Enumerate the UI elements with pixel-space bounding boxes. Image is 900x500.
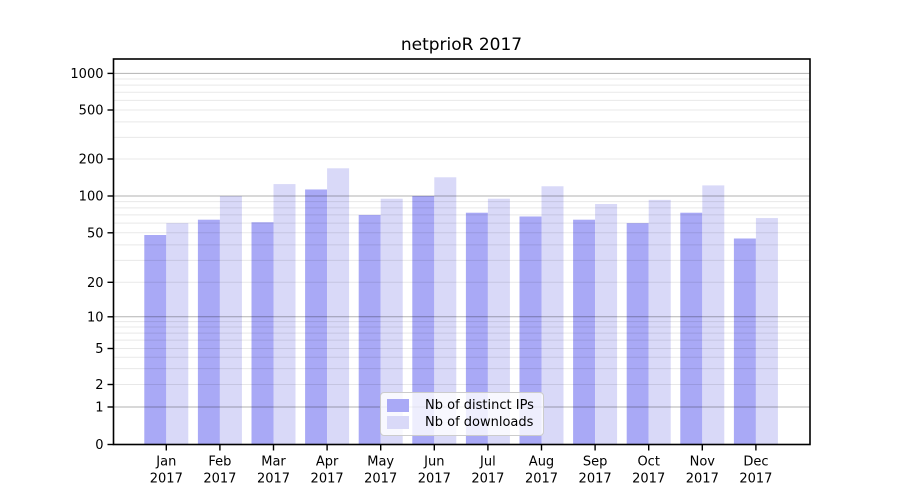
bar-distinct-ips-nov: [680, 212, 703, 445]
y-tick-label: 20: [87, 276, 104, 291]
plot-frame: [112, 58, 811, 446]
x-tick-label-month: Jun: [423, 455, 444, 470]
bar-downloads-oct: [648, 199, 671, 445]
bar-distinct-ips-oct: [626, 223, 649, 445]
x-tick-label-year: 2017: [632, 472, 665, 487]
chart-title: netprioR 2017: [400, 35, 523, 55]
y-tick-label: 0: [95, 438, 103, 453]
bar-downloads-aug: [541, 186, 564, 445]
legend-swatch-distinct-ips: [387, 399, 409, 412]
y-tick-label: 50: [87, 226, 104, 241]
legend-item-distinct-ips: Nb of distinct IPs: [387, 397, 535, 414]
bar-downloads-nov: [702, 185, 725, 445]
bar-distinct-ips-dec: [733, 238, 756, 445]
x-tick-label-month: May: [367, 455, 394, 470]
bar-distinct-ips-jul: [465, 212, 488, 445]
x-tick-label-month: Sep: [583, 455, 608, 470]
bar-distinct-ips-jun: [412, 196, 435, 445]
bar-distinct-ips-mar: [251, 222, 274, 445]
x-tick-label-month: Apr: [316, 455, 339, 470]
bar-downloads-apr: [327, 168, 350, 445]
bar-downloads-jan: [166, 223, 189, 445]
x-tick-label-month: Mar: [261, 455, 286, 470]
y-tick-label: 1: [95, 401, 103, 416]
x-tick-label-month: Oct: [637, 455, 659, 470]
x-tick-label-year: 2017: [150, 472, 183, 487]
bar-downloads-may: [380, 198, 403, 445]
y-tick-label: 2: [95, 378, 103, 393]
x-tick-label-year: 2017: [686, 472, 719, 487]
y-tick-label: 200: [79, 153, 104, 168]
legend: Nb of distinct IPs Nb of downloads: [380, 392, 544, 436]
bar-distinct-ips-aug: [519, 216, 542, 445]
bar-distinct-ips-jan: [144, 235, 167, 445]
x-tick-label-month: Nov: [690, 455, 716, 470]
bar-distinct-ips-sep: [573, 219, 596, 445]
bar-distinct-ips-apr: [305, 189, 328, 445]
x-tick-label-year: 2017: [203, 472, 236, 487]
x-tick-label-year: 2017: [471, 472, 504, 487]
x-tick-label-year: 2017: [364, 472, 397, 487]
x-tick-label-year: 2017: [579, 472, 612, 487]
x-tick-label-month: Dec: [743, 455, 768, 470]
x-tick-label-month: Jan: [155, 455, 176, 470]
legend-swatch-downloads: [387, 416, 409, 429]
bar-downloads-mar: [273, 184, 296, 445]
bar-downloads-jun: [434, 177, 457, 445]
x-tick-label-year: 2017: [311, 472, 344, 487]
x-tick-label-month: Aug: [529, 455, 554, 470]
x-tick-label-year: 2017: [525, 472, 558, 487]
x-tick-label-year: 2017: [257, 472, 290, 487]
legend-item-downloads: Nb of downloads: [387, 414, 535, 431]
bar-downloads-jul: [487, 198, 510, 445]
x-tick-label-year: 2017: [739, 472, 772, 487]
legend-label-downloads: Nb of downloads: [425, 415, 534, 430]
y-tick-label: 500: [79, 104, 104, 119]
x-tick-label-month: Jul: [479, 455, 496, 470]
bar-downloads-dec: [755, 218, 778, 445]
y-tick-label: 10: [87, 310, 104, 325]
bar-distinct-ips-feb: [197, 219, 220, 445]
bar-downloads-sep: [595, 204, 618, 445]
x-tick-label-year: 2017: [418, 472, 451, 487]
bar-distinct-ips-may: [358, 214, 381, 445]
legend-label-distinct-ips: Nb of distinct IPs: [425, 398, 534, 413]
bar-downloads-feb: [219, 196, 242, 445]
y-tick-label: 5: [95, 342, 103, 357]
x-tick-label-month: Feb: [208, 455, 231, 470]
y-tick-label: 100: [79, 190, 104, 205]
y-tick-label: 1000: [70, 67, 103, 82]
